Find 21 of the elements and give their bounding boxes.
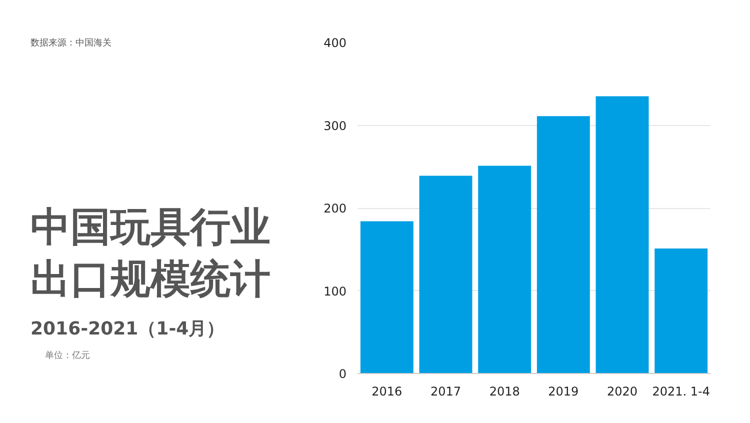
x-tick-label: 2016	[372, 384, 402, 398]
bar	[596, 96, 649, 374]
x-tick-label: 2019	[548, 384, 579, 398]
bar	[654, 248, 708, 374]
x-tick-label: 2018	[489, 384, 520, 398]
y-tick-label: 400	[324, 36, 346, 50]
bar	[536, 116, 590, 374]
y-tick-label: 100	[324, 284, 346, 298]
text: 单位：亿元	[45, 350, 90, 362]
text: 中国玩具行业出口规模统计	[30, 204, 270, 302]
x-tick-label: 2021. 1-4	[652, 384, 710, 398]
y-tick-label: 300	[324, 118, 346, 133]
bar	[360, 221, 414, 374]
bar	[419, 176, 472, 374]
y-tick-label: 0	[338, 367, 347, 381]
x-tick-label: 2020	[606, 384, 638, 398]
source-note: 数据来源：中国海关	[30, 38, 112, 48]
x-tick-label: 2017	[430, 384, 462, 398]
text: 2016-2021（1-4月）	[30, 318, 225, 340]
bar	[478, 166, 532, 374]
y-tick-label: 200	[324, 202, 346, 216]
